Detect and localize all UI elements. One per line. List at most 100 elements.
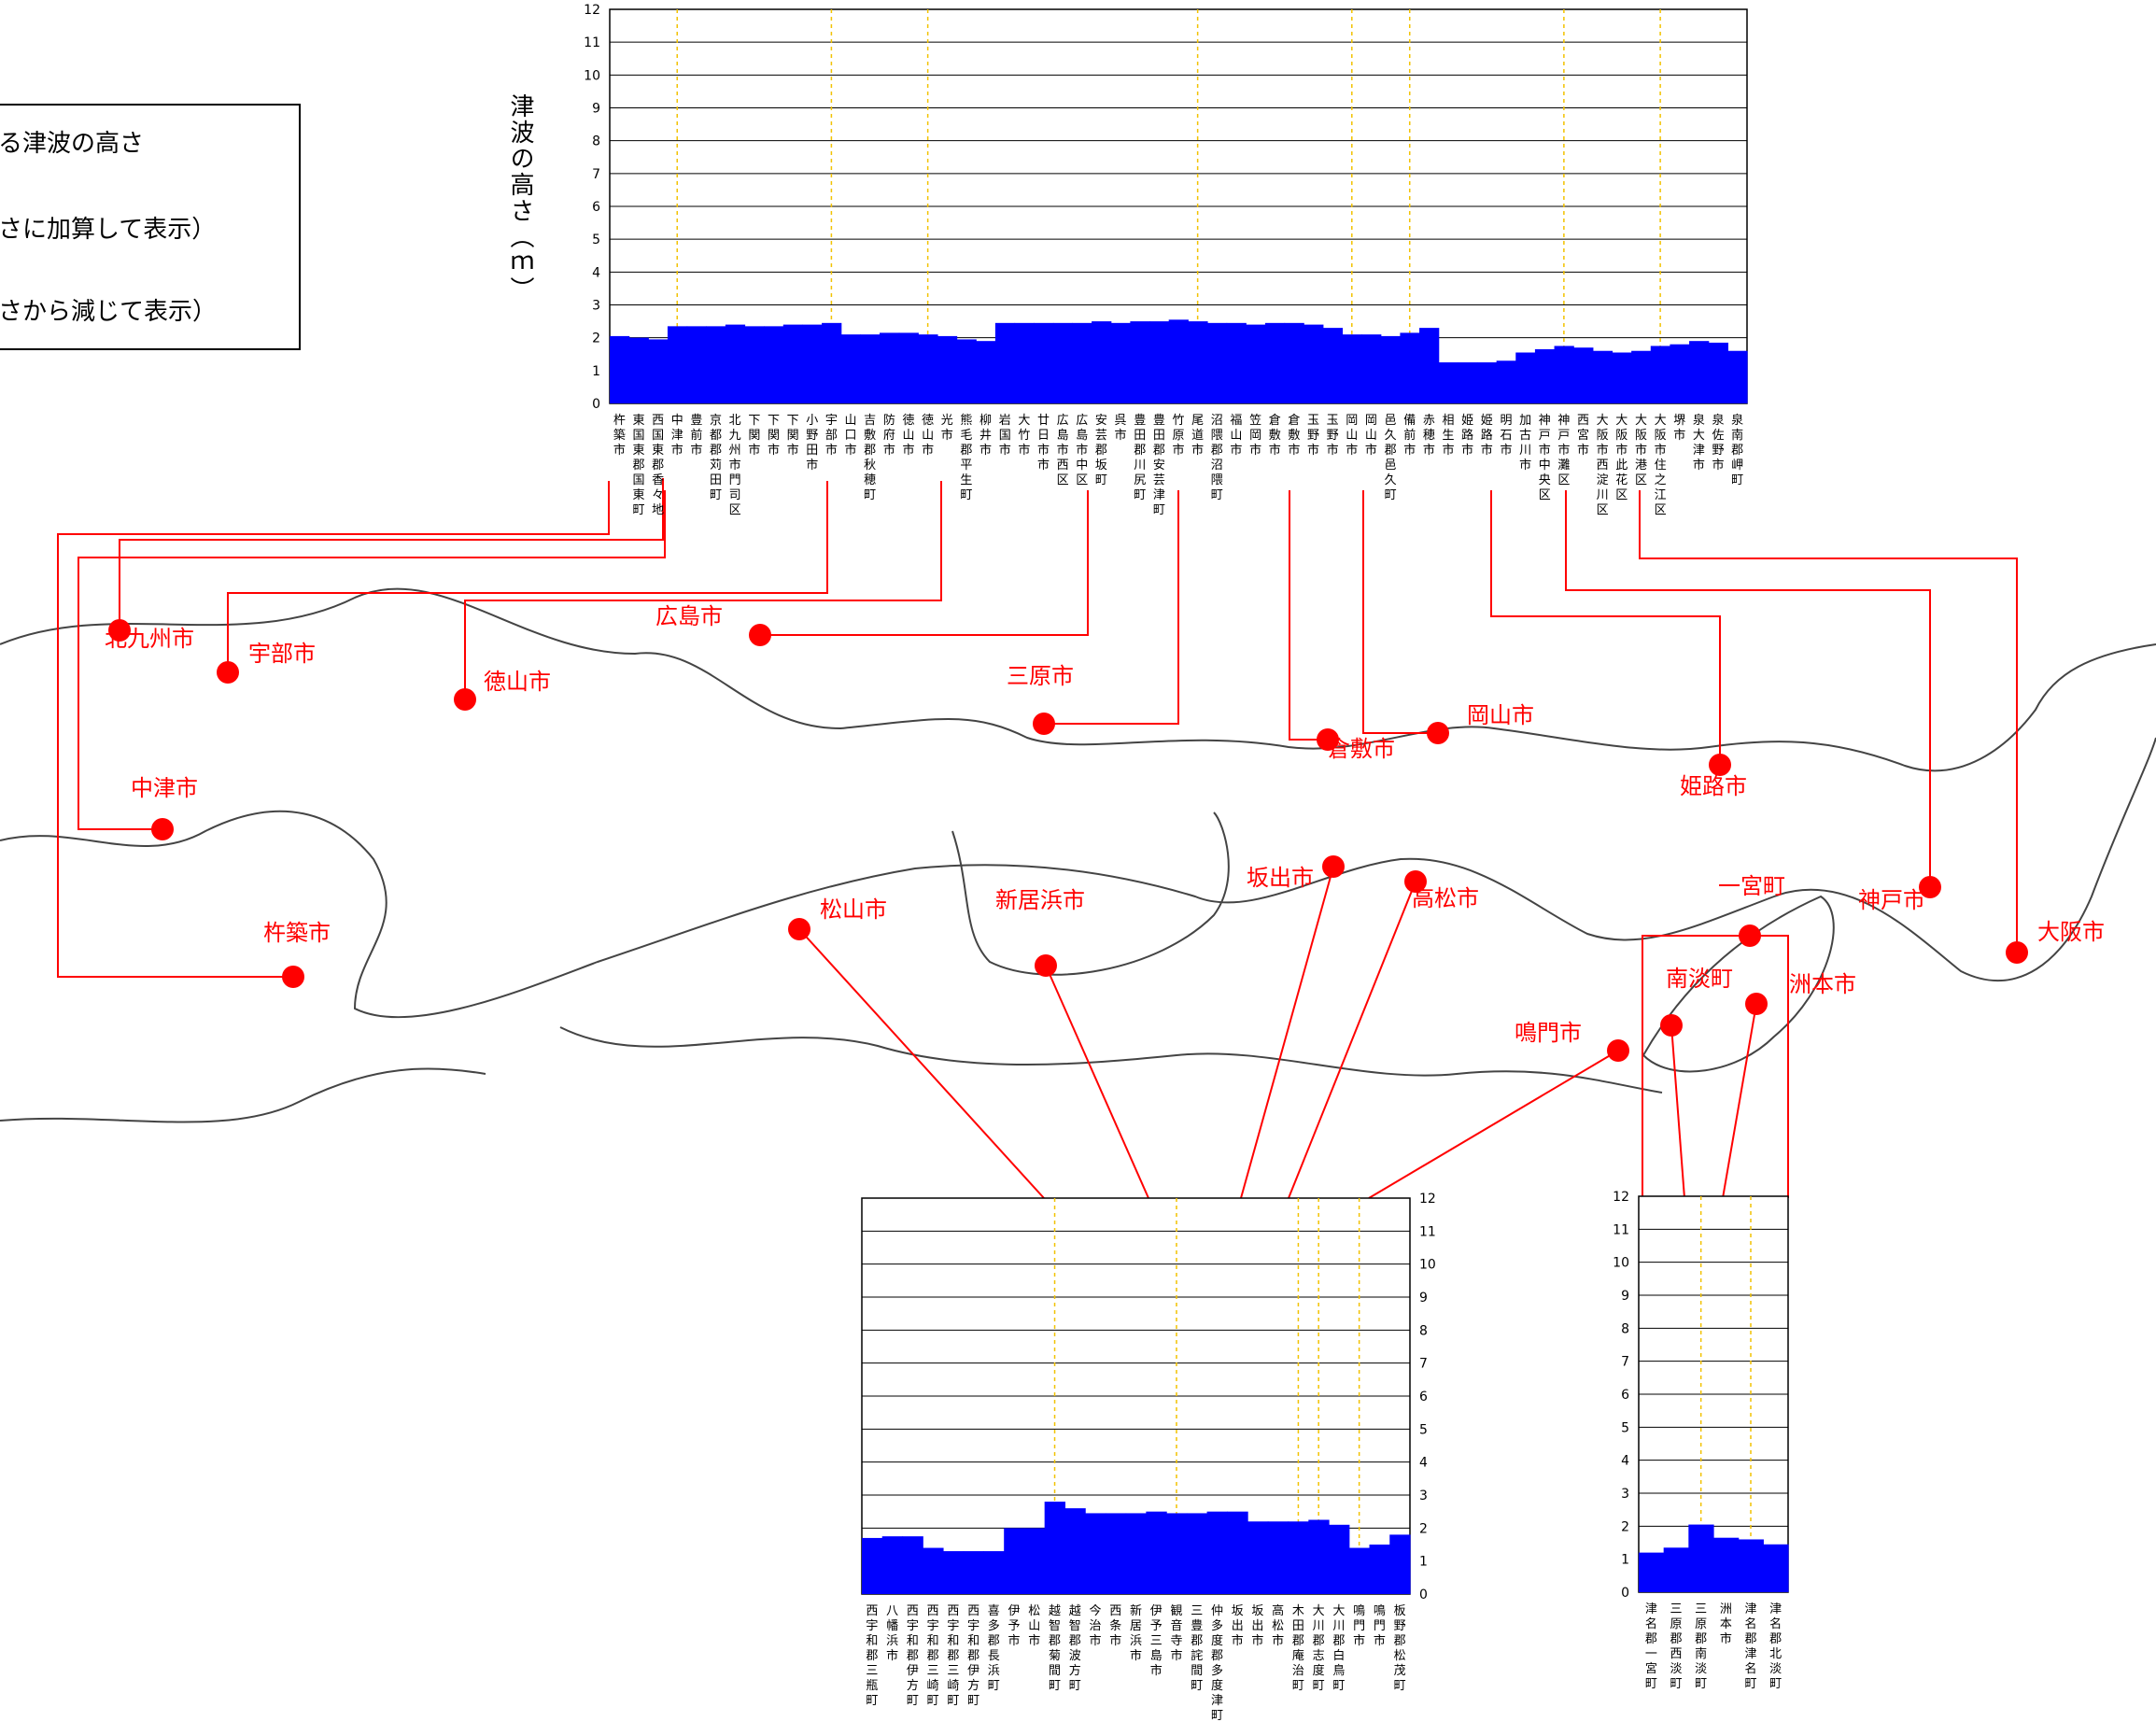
coastline-inland bbox=[0, 1026, 1663, 1123]
map-label-9: 杵築市 bbox=[263, 920, 331, 946]
map-marker-9 bbox=[282, 966, 304, 988]
x-category-label: 安芸郡坂町 bbox=[1095, 414, 1107, 487]
x-category-label: 加古川市 bbox=[1519, 414, 1531, 473]
series-bar bbox=[1688, 1524, 1714, 1592]
map-label-2: 徳山市 bbox=[484, 669, 551, 695]
x-category-label: 新居浜市 bbox=[1130, 1603, 1142, 1663]
series-bar bbox=[1534, 348, 1556, 403]
y-tick-label: 2 bbox=[592, 332, 600, 346]
series-bar bbox=[1476, 362, 1498, 403]
x-category-label: 東国東郡国東町 bbox=[632, 413, 644, 517]
series-bar bbox=[1496, 360, 1516, 403]
leader-line-15 bbox=[1565, 490, 1931, 887]
leader-line-9 bbox=[57, 481, 610, 978]
x-category-label: 大阪市住之江区 bbox=[1655, 414, 1667, 517]
series-bar bbox=[1110, 322, 1131, 403]
leader-line-14 bbox=[1642, 935, 1750, 1198]
map-label-7: 姫路市 bbox=[1680, 773, 1747, 799]
series-bar bbox=[1369, 1545, 1390, 1594]
x-category-label: 坂出市 bbox=[1232, 1604, 1244, 1648]
leader-line-19 bbox=[1368, 1050, 1619, 1199]
y-tick-label: 0 bbox=[1621, 1586, 1629, 1601]
coastline-north bbox=[0, 587, 2156, 772]
series-bar bbox=[1072, 322, 1092, 403]
series-bar bbox=[1554, 346, 1574, 403]
x-category-label: 大阪市此花区 bbox=[1615, 414, 1628, 502]
x-category-label: 広島市中区 bbox=[1076, 414, 1088, 487]
x-category-label: 姫路市 bbox=[1461, 414, 1473, 458]
series-bar bbox=[881, 1536, 904, 1594]
leader-line-8 bbox=[78, 490, 666, 830]
x-category-label: 徳山市 bbox=[922, 414, 934, 458]
leader-line-4 bbox=[1044, 490, 1179, 725]
series-bar bbox=[1400, 332, 1420, 403]
series-bar bbox=[880, 332, 900, 403]
x-category-label: 八幡浜市 bbox=[886, 1604, 898, 1663]
x-category-label: 西宇和郡三崎町 bbox=[947, 1604, 959, 1708]
legend-line-2: さに加算して表示） bbox=[0, 216, 217, 244]
map-marker-15 bbox=[1919, 876, 1941, 898]
x-category-label: 西宇和郡三瓶町 bbox=[866, 1604, 878, 1708]
series-bar bbox=[1085, 1513, 1106, 1594]
leader-lines bbox=[57, 478, 2018, 1199]
map-marker-11 bbox=[1035, 954, 1057, 977]
y-tick-label: 10 bbox=[1613, 1256, 1629, 1271]
leader-line-17 bbox=[1670, 1024, 1685, 1199]
y-tick-label: 12 bbox=[1419, 1192, 1436, 1207]
series-bar bbox=[648, 339, 669, 403]
map-label-16: 大阪市 bbox=[2037, 919, 2105, 945]
series-bar bbox=[1458, 362, 1478, 403]
series-bar bbox=[628, 337, 649, 403]
x-category-label: 吉敷郡秋穂町 bbox=[864, 414, 876, 502]
series-bar bbox=[1264, 322, 1286, 403]
x-category-label: 姫路市 bbox=[1481, 414, 1493, 458]
series-bar bbox=[1014, 322, 1035, 403]
leader-line-6 bbox=[1362, 490, 1438, 734]
y-tick-label: 7 bbox=[1621, 1355, 1629, 1370]
x-category-label: 徳山市 bbox=[902, 414, 914, 458]
series-bar bbox=[956, 339, 977, 403]
series-bar bbox=[725, 324, 746, 403]
map-marker-13 bbox=[1404, 870, 1427, 893]
x-category-label: 大竹市 bbox=[1018, 414, 1030, 458]
series-bar bbox=[1361, 334, 1382, 403]
series-bar bbox=[1284, 322, 1304, 403]
x-category-label: 観音寺市 bbox=[1170, 1604, 1182, 1663]
map-label-12: 坂出市 bbox=[1247, 865, 1314, 891]
x-category-label: 中津市 bbox=[671, 414, 683, 458]
x-category-label: 津名郡一宮町 bbox=[1645, 1602, 1657, 1691]
x-category-label: 倉敷市 bbox=[1269, 414, 1281, 458]
x-category-label: 宇部市 bbox=[825, 414, 838, 458]
leader-line-10 bbox=[798, 928, 1045, 1199]
x-category-label: 光市 bbox=[941, 414, 953, 443]
y-tick-label: 3 bbox=[1621, 1487, 1629, 1502]
series-bar bbox=[923, 1547, 944, 1594]
series-bar bbox=[1713, 1537, 1740, 1592]
x-category-label: 板野郡松茂町 bbox=[1394, 1604, 1406, 1693]
map-marker-18 bbox=[1745, 993, 1768, 1015]
x-category-label: 鳴門市 bbox=[1353, 1604, 1365, 1648]
map-label-10: 松山市 bbox=[820, 896, 887, 923]
x-category-label: 竹原市 bbox=[1172, 414, 1184, 458]
x-category-label: 松山市 bbox=[1028, 1604, 1040, 1648]
series-bar bbox=[902, 1536, 923, 1594]
x-category-label: 京都郡苅田町 bbox=[710, 414, 722, 502]
series-bar bbox=[1064, 1508, 1086, 1594]
series-bar bbox=[1168, 319, 1189, 403]
map-marker-4 bbox=[1033, 713, 1055, 735]
series-bar bbox=[1308, 1519, 1330, 1594]
y-tick-label: 4 bbox=[592, 265, 600, 280]
x-category-label: 木田郡庵治町 bbox=[1292, 1604, 1304, 1693]
x-category-label: 越智郡菊間町 bbox=[1049, 1604, 1061, 1693]
series-bar bbox=[782, 324, 804, 403]
series-bar bbox=[1186, 1513, 1208, 1594]
map-marker-2 bbox=[454, 688, 476, 711]
x-category-label: 岡山市 bbox=[1346, 414, 1358, 458]
series-bar bbox=[1166, 1513, 1188, 1594]
legend-line-1: る津波の高さ bbox=[0, 130, 145, 158]
x-category-label: 西宇和郡三崎町 bbox=[927, 1604, 939, 1708]
leader-line-1 bbox=[227, 481, 828, 672]
series-bar bbox=[942, 1551, 965, 1594]
